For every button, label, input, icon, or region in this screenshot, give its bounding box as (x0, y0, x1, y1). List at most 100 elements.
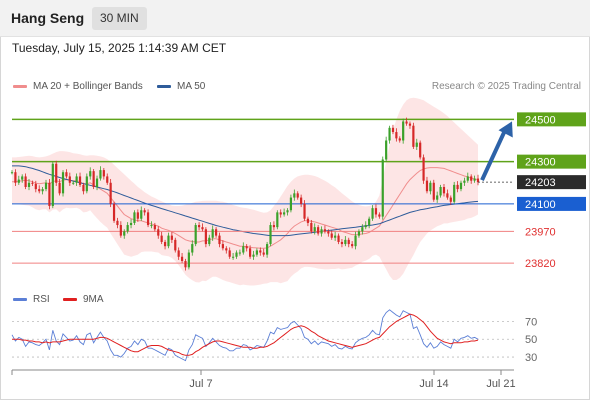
candle-body (310, 222, 313, 232)
candle-body (191, 244, 194, 253)
candle-body (364, 225, 367, 228)
current-price-tag (517, 175, 586, 190)
candle-body (432, 182, 435, 200)
candle-body (361, 227, 364, 232)
candle-body (170, 235, 173, 240)
candle-body (262, 252, 265, 255)
candle-body (143, 210, 146, 213)
level-tag-24100 (517, 196, 586, 211)
candle-body (85, 176, 88, 192)
timeframe-badge[interactable]: 30 MIN (92, 7, 147, 30)
candle-body (10, 172, 14, 174)
candle-body (129, 222, 133, 226)
candle-body (146, 212, 150, 226)
candle-body (218, 235, 221, 245)
candle-body (150, 225, 153, 227)
candles (10, 117, 480, 271)
candle-body (473, 178, 476, 181)
candle-body (140, 210, 143, 219)
level-label-24300: 24300 (525, 157, 556, 169)
rsi-tick-50: 50 (525, 334, 537, 346)
candle-body (65, 172, 68, 177)
candle-body (463, 180, 466, 183)
candle-body (235, 252, 238, 257)
candle-body (344, 239, 347, 245)
candle-body (119, 225, 122, 236)
current-price-label: 24203 (525, 177, 556, 189)
candle-body (272, 225, 276, 228)
candle-body (289, 197, 293, 211)
candle-body (72, 182, 75, 184)
timestamp: Tuesday, July 15, 2025 1:14:39 AM CET (12, 41, 227, 55)
candle-body (68, 176, 71, 183)
rsi-ma9-line (12, 313, 479, 356)
candle-body (201, 227, 204, 230)
candle-body (466, 176, 469, 181)
candle-body (419, 142, 422, 158)
ma20-swatch (13, 85, 27, 88)
candle-body (99, 170, 102, 179)
candle-body (439, 187, 442, 196)
candle-body (160, 235, 163, 242)
credit-text: Research © 2025 Trading Central (431, 81, 581, 92)
candle-body (320, 229, 323, 234)
bollinger-band (12, 97, 478, 286)
candle-body (123, 231, 126, 236)
candle-body (412, 125, 415, 147)
candle-body (255, 250, 259, 255)
candle-body (330, 233, 333, 238)
candle-body (395, 132, 398, 139)
candle-body (347, 239, 350, 245)
candle-body (102, 170, 105, 177)
candle-body (459, 182, 463, 190)
candle-body (184, 260, 187, 268)
candle-body (391, 127, 395, 133)
candle-body (221, 244, 224, 249)
candle-body (300, 197, 303, 204)
candle-body (425, 180, 429, 192)
candle-body (21, 176, 24, 180)
candle-body (61, 172, 65, 194)
ma20-line (12, 167, 479, 249)
candle-body (453, 184, 456, 202)
candle-body (422, 157, 425, 181)
x-tick-label: Jul 14 (419, 378, 448, 390)
candle-body (194, 225, 197, 245)
candle-body (133, 212, 136, 223)
candle-body (470, 176, 473, 181)
candle-body (351, 244, 354, 247)
candle-body (446, 193, 449, 198)
level-label-24500: 24500 (525, 114, 556, 126)
candle-body (276, 212, 279, 228)
candle-body (109, 182, 112, 204)
candle-body (126, 225, 129, 232)
candle-body (337, 235, 340, 242)
candle-body (197, 225, 201, 228)
legend-ma50: MA 50 (157, 81, 205, 92)
candle-body (340, 241, 344, 245)
candle-body (92, 171, 95, 187)
level-label-24100: 24100 (525, 199, 556, 211)
ma9-swatch (63, 298, 77, 301)
candle-body (163, 241, 167, 247)
candle-body (180, 256, 184, 261)
candle-body (371, 208, 374, 219)
candle-body (95, 178, 99, 187)
candle-body (177, 250, 180, 257)
level-tag-24500 (517, 112, 586, 127)
candle-body (225, 248, 228, 251)
candle-body (245, 246, 248, 249)
candle-body (269, 225, 272, 245)
candle-body (323, 229, 327, 232)
candle-body (388, 127, 391, 141)
candle-body (187, 252, 190, 268)
candle-body (27, 182, 31, 187)
candle-body (153, 225, 156, 230)
candle-body (293, 193, 296, 198)
candle-body (78, 176, 82, 185)
candle-body (354, 235, 357, 247)
candle-body (429, 182, 432, 192)
candle-body (211, 229, 214, 238)
candle-body (249, 248, 252, 257)
